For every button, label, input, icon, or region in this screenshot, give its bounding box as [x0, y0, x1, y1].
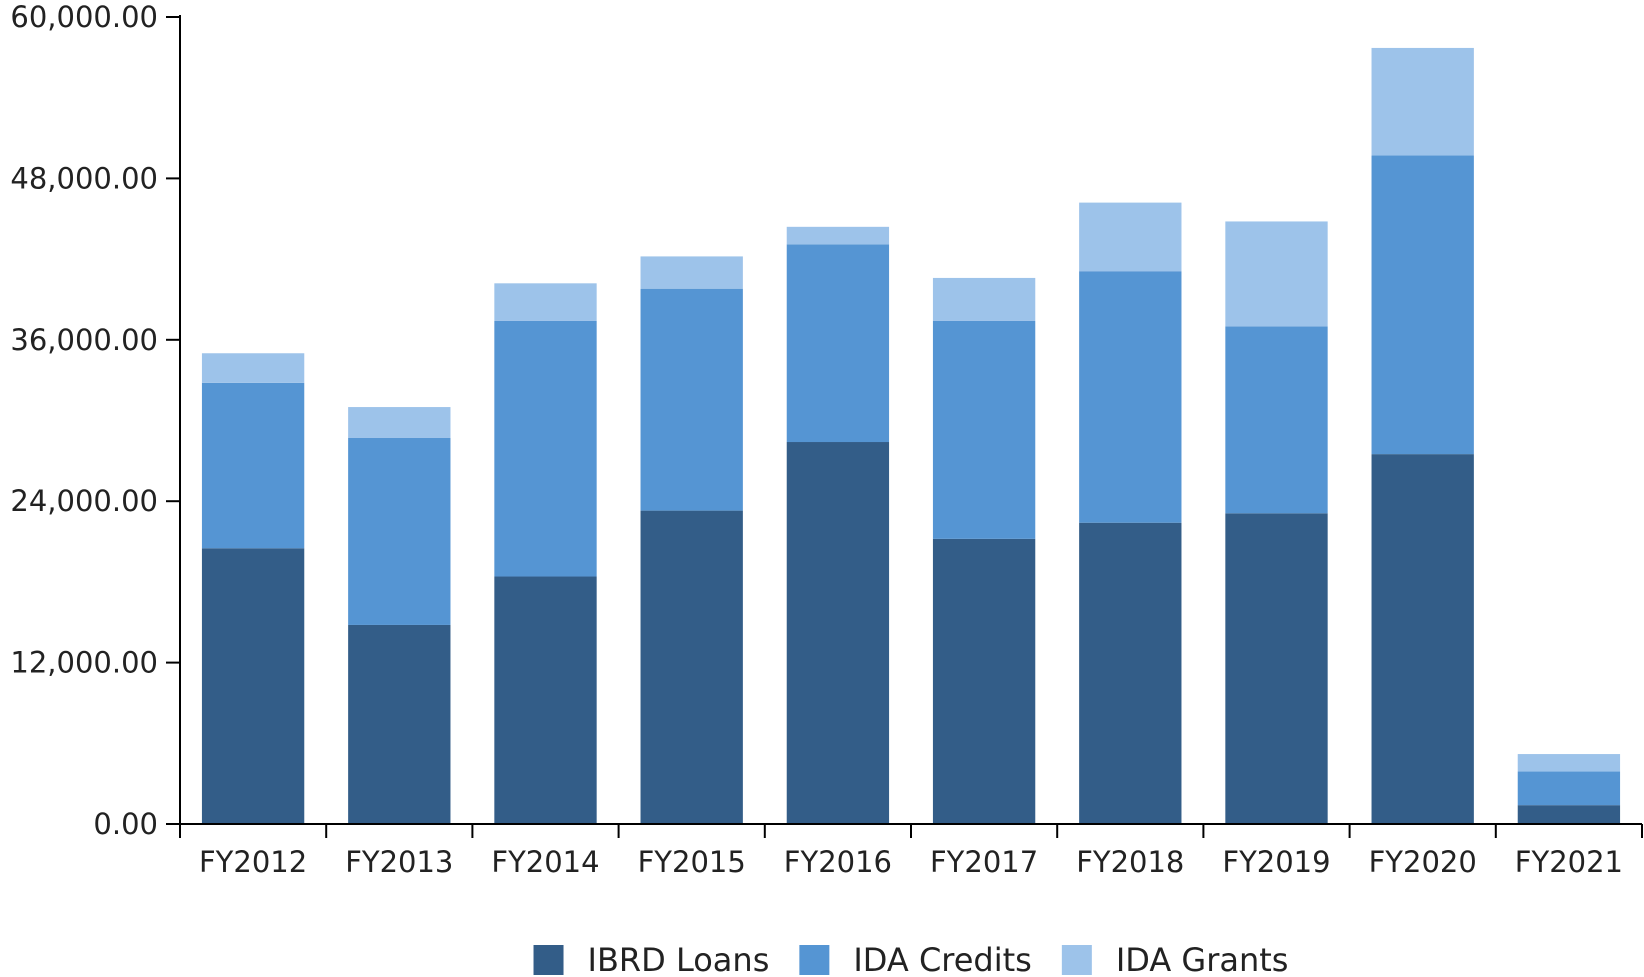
- bar-segment: [201, 382, 305, 549]
- x-tick-label: FY2014: [491, 845, 599, 879]
- bar-segment: [494, 576, 597, 824]
- bar-segment: [1225, 221, 1328, 327]
- y-tick-label: 60,000.00: [10, 0, 158, 34]
- bar-segment: [1371, 155, 1474, 455]
- x-tick-label: FY2015: [638, 845, 746, 879]
- legend-swatch: [533, 945, 564, 975]
- bar-segment: [1079, 271, 1182, 523]
- y-tick-label: 24,000.00: [10, 484, 158, 518]
- legend-label: IDA Grants: [1116, 941, 1289, 977]
- bar-segment: [1079, 522, 1182, 824]
- legend-item: IBRD Loans: [533, 941, 770, 977]
- bar-segment: [932, 538, 1036, 824]
- bar-segment: [1517, 805, 1621, 824]
- bar-segment: [640, 510, 743, 824]
- bar-segment: [201, 353, 305, 383]
- bar-segment: [786, 226, 890, 245]
- bar-segment: [494, 320, 597, 577]
- bar-segment: [640, 288, 743, 511]
- y-tick-label: 36,000.00: [10, 323, 158, 357]
- x-tick-label: FY2021: [1515, 845, 1623, 879]
- legend-item: IDA Credits: [799, 941, 1032, 977]
- bar-segment: [201, 548, 305, 824]
- bar-segment: [1225, 513, 1328, 824]
- bar-segment: [1371, 454, 1474, 825]
- x-tick-label: FY2019: [1222, 845, 1330, 879]
- legend-item: IDA Grants: [1061, 941, 1289, 977]
- bar-segment: [1517, 754, 1621, 772]
- bar-segment: [932, 320, 1036, 539]
- bar-segment: [348, 407, 451, 438]
- bar-segment: [1371, 47, 1474, 156]
- axes-layer: 0.00 12,000.00 24,000.00 36,000.00 48,000.00…: [10, 0, 1643, 879]
- legend-label: IBRD Loans: [588, 941, 770, 977]
- legend-swatch: [799, 945, 830, 975]
- bar-segment: [1225, 326, 1328, 514]
- bar-segment: [932, 277, 1036, 321]
- x-tick-label: FY2012: [199, 845, 307, 879]
- bar-segment: [1517, 771, 1621, 806]
- bar-segment: [786, 442, 890, 824]
- legend-swatch: [1061, 945, 1092, 975]
- bar-segment: [640, 256, 743, 289]
- bar-segment: [494, 283, 597, 321]
- legend: IBRD Loans IDA Credits IDA Grants: [533, 941, 1289, 977]
- x-tick-label: FY2013: [345, 845, 453, 879]
- bar-segment: [786, 244, 890, 443]
- x-tick-label: FY2020: [1369, 845, 1477, 879]
- legend-label: IDA Credits: [853, 941, 1031, 977]
- bar-segment: [348, 437, 451, 625]
- bar-segment: [1079, 202, 1182, 272]
- y-tick-label: 48,000.00: [10, 161, 158, 195]
- x-tick-label: FY2016: [784, 845, 892, 879]
- x-tick-label: FY2017: [930, 845, 1038, 879]
- bars-layer: [201, 47, 1621, 825]
- bar-segment: [348, 624, 451, 824]
- y-tick-label: 0.00: [93, 807, 158, 841]
- x-tick-label: FY2018: [1076, 845, 1184, 879]
- y-tick-label: 12,000.00: [10, 646, 158, 680]
